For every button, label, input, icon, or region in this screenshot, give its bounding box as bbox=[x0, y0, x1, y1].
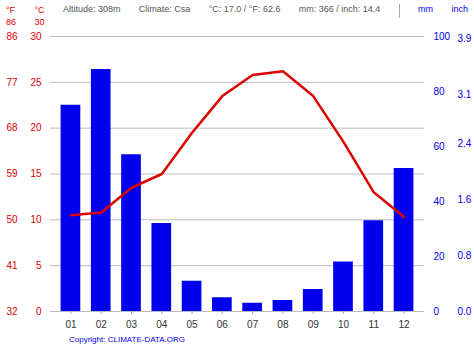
svg-text:06: 06 bbox=[217, 319, 229, 330]
svg-text:10: 10 bbox=[30, 214, 42, 225]
svg-text:32: 32 bbox=[6, 306, 18, 317]
svg-text:77: 77 bbox=[6, 77, 18, 88]
svg-text:100: 100 bbox=[434, 31, 451, 42]
svg-text:3.9: 3.9 bbox=[458, 33, 472, 44]
html-text:°C: 17.0 / °F: 62.6: °C: 17.0 / °F: 62.6 bbox=[208, 4, 281, 14]
svg-text:10: 10 bbox=[338, 319, 350, 330]
svg-text:04: 04 bbox=[156, 319, 168, 330]
html-text:mm: 366 / inch: 14.4: mm: 366 / inch: 14.4 bbox=[298, 4, 381, 14]
svg-text:02: 02 bbox=[96, 319, 108, 330]
svg-text:15: 15 bbox=[30, 168, 42, 179]
html-text:Altitude: 308m: Altitude: 308m bbox=[62, 4, 121, 14]
svg-text:20: 20 bbox=[434, 251, 446, 262]
svg-text:5: 5 bbox=[36, 260, 42, 271]
svg-text:0: 0 bbox=[434, 306, 440, 317]
html-text:°C: °C bbox=[34, 5, 45, 15]
svg-text:2.4: 2.4 bbox=[458, 138, 472, 149]
svg-text:25: 25 bbox=[30, 77, 42, 88]
svg-text:0.0: 0.0 bbox=[458, 306, 472, 317]
svg-text:30: 30 bbox=[30, 31, 42, 42]
svg-text:03: 03 bbox=[126, 319, 138, 330]
svg-text:0.8: 0.8 bbox=[458, 250, 472, 261]
svg-text:59: 59 bbox=[6, 168, 18, 179]
svg-text:09: 09 bbox=[308, 319, 320, 330]
svg-text:40: 40 bbox=[434, 196, 446, 207]
html-text:°F: °F bbox=[6, 5, 16, 15]
html-text:86: 86 bbox=[6, 17, 16, 27]
svg-text:11: 11 bbox=[369, 319, 380, 330]
svg-text:12: 12 bbox=[398, 319, 410, 330]
html-text:inch: inch bbox=[451, 4, 468, 14]
svg-text:41: 41 bbox=[6, 260, 18, 271]
svg-text:08: 08 bbox=[277, 319, 289, 330]
svg-text:20: 20 bbox=[30, 122, 42, 133]
html-text:30: 30 bbox=[34, 17, 45, 27]
svg-text:50: 50 bbox=[6, 214, 18, 225]
svg-text:3.1: 3.1 bbox=[458, 89, 472, 100]
svg-text:1.6: 1.6 bbox=[458, 194, 472, 205]
html-text:Copyright: CLIMATE-DATA.ORG: Copyright: CLIMATE-DATA.ORG bbox=[69, 335, 185, 344]
svg-text:0: 0 bbox=[36, 306, 42, 317]
svg-text:01: 01 bbox=[65, 319, 77, 330]
svg-text:05: 05 bbox=[187, 319, 199, 330]
html-text:mm: mm bbox=[418, 4, 434, 14]
svg-text:60: 60 bbox=[434, 141, 446, 152]
svg-text:86: 86 bbox=[6, 31, 18, 42]
html-text:Climate: Csa: Climate: Csa bbox=[138, 4, 191, 14]
svg-text:07: 07 bbox=[247, 319, 259, 330]
svg-text:68: 68 bbox=[6, 122, 18, 133]
svg-text:80: 80 bbox=[434, 86, 446, 97]
